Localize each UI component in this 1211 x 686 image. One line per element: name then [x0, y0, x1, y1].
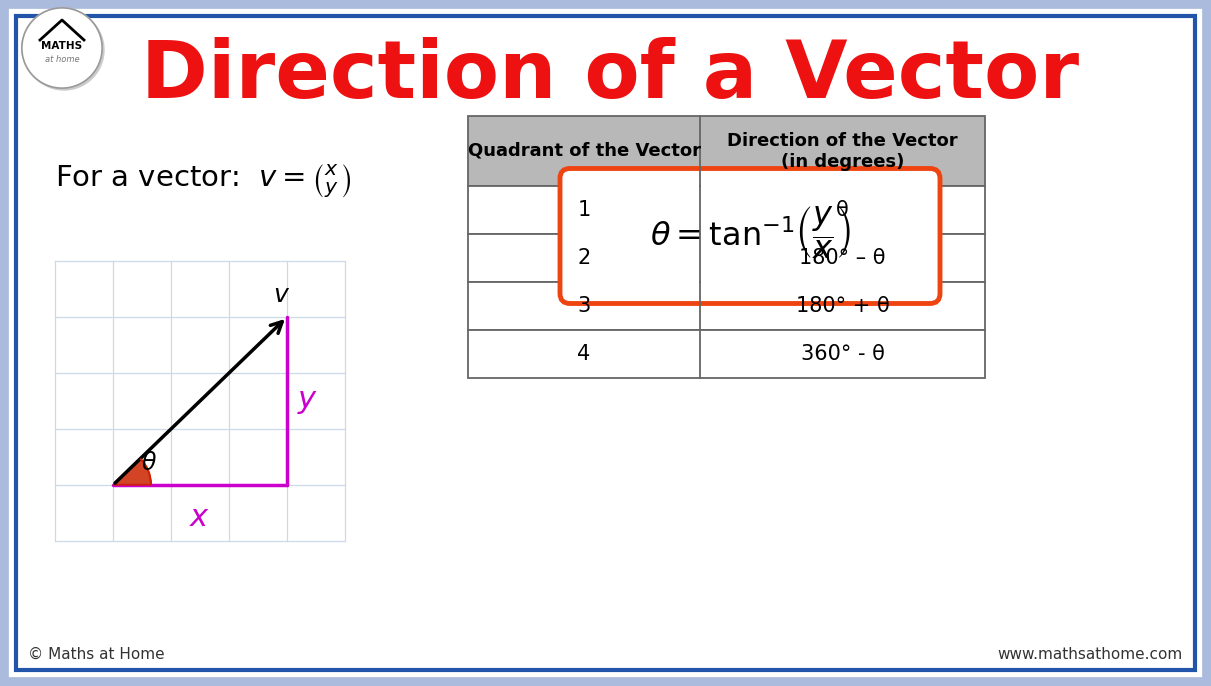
Text: Direction of the Vector: Direction of the Vector — [727, 132, 958, 150]
Bar — [467, 234, 985, 282]
Text: Direction of a Vector: Direction of a Vector — [140, 37, 1079, 115]
Text: $\theta$: $\theta$ — [140, 451, 157, 475]
Bar — [467, 186, 985, 234]
Bar — [467, 116, 985, 186]
Text: at home: at home — [45, 56, 79, 64]
Circle shape — [22, 8, 102, 88]
Polygon shape — [113, 459, 151, 485]
Text: © Maths at Home: © Maths at Home — [28, 647, 165, 662]
Circle shape — [22, 8, 102, 88]
Text: 1: 1 — [578, 200, 591, 220]
Text: 2: 2 — [578, 248, 591, 268]
Bar — [467, 330, 985, 378]
Text: 180° + θ: 180° + θ — [796, 296, 889, 316]
Text: $x$: $x$ — [189, 503, 211, 532]
Text: For a vector:  $v = \binom{x}{y}$: For a vector: $v = \binom{x}{y}$ — [54, 162, 351, 200]
Text: $y$: $y$ — [297, 386, 318, 416]
FancyBboxPatch shape — [559, 169, 940, 303]
Text: $v$: $v$ — [274, 283, 291, 307]
Text: MATHS: MATHS — [41, 41, 82, 51]
Text: 360° - θ: 360° - θ — [800, 344, 884, 364]
Bar — [54, 261, 345, 541]
Text: $\theta = \tan^{-1}\!\left(\dfrac{y}{x}\right)$: $\theta = \tan^{-1}\!\left(\dfrac{y}{x}\… — [649, 204, 850, 261]
Bar — [467, 282, 985, 330]
Text: (in degrees): (in degrees) — [781, 153, 905, 171]
Text: 180° – θ: 180° – θ — [799, 248, 885, 268]
Circle shape — [24, 10, 104, 90]
Text: Quadrant of the Vector: Quadrant of the Vector — [467, 142, 700, 160]
Text: 4: 4 — [578, 344, 591, 364]
Text: 3: 3 — [578, 296, 591, 316]
Text: www.mathsathome.com: www.mathsathome.com — [998, 647, 1183, 662]
Text: θ: θ — [836, 200, 849, 220]
